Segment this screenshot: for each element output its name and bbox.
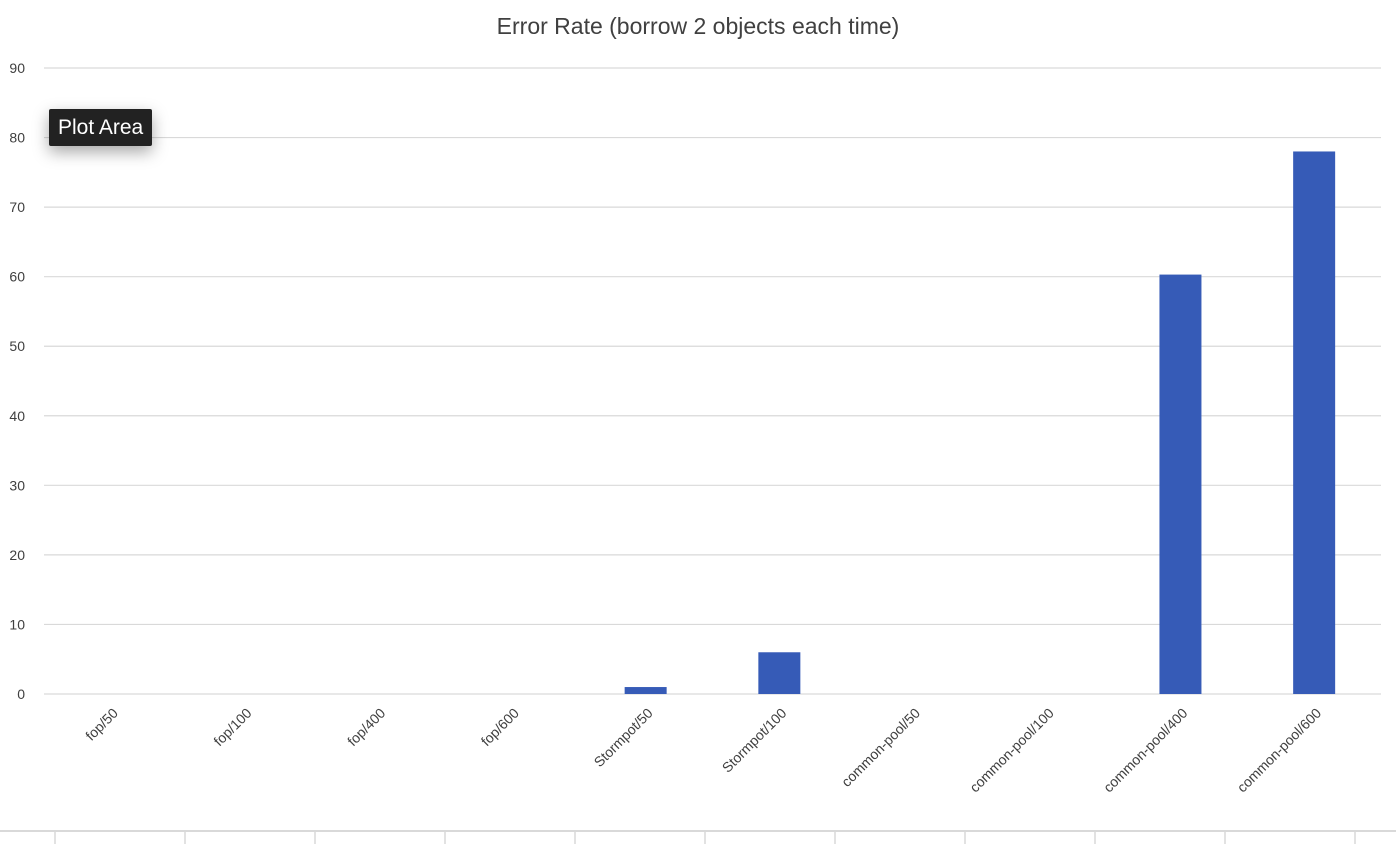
chart-title: Error Rate (borrow 2 objects each time) [497, 13, 900, 39]
y-tick-label: 50 [9, 338, 25, 354]
x-axis-labels: fop/50 fop/100 fop/400 fop/600 Stormpot/50 St… [82, 705, 1324, 796]
y-tick-label: 60 [9, 269, 25, 285]
x-tick-label: fop/400 [344, 705, 388, 749]
bar-common-pool-600[interactable] [1293, 151, 1336, 694]
x-tick-label: fop/100 [210, 705, 254, 749]
x-tick-label: Stormpot/100 [719, 705, 790, 776]
bar-stormpot-50[interactable] [624, 687, 667, 694]
x-tick-label: common-pool/600 [1234, 705, 1325, 796]
x-tick-label: common-pool/50 [838, 705, 923, 790]
y-tick-label: 30 [9, 477, 25, 493]
y-tick-label: 10 [9, 616, 25, 632]
y-tick-label: 20 [9, 547, 25, 563]
y-axis-ticks: 0 10 20 30 40 50 60 70 80 90 [9, 60, 25, 702]
y-tick-label: 90 [9, 60, 25, 76]
bars[interactable] [624, 151, 1336, 694]
y-tick-label: 0 [17, 686, 25, 702]
x-tick-label: common-pool/100 [966, 705, 1057, 796]
y-tick-label: 40 [9, 408, 25, 424]
y-tick-label: 70 [9, 199, 25, 215]
gridlines [44, 67, 1381, 695]
x-tick-label: fop/50 [82, 705, 121, 744]
bar-stormpot-100[interactable] [758, 652, 801, 694]
y-tick-label: 80 [9, 130, 25, 146]
x-tick-label: fop/600 [478, 705, 522, 749]
plot-area-tooltip: Plot Area [49, 109, 153, 146]
bar-common-pool-400[interactable] [1159, 274, 1202, 694]
x-tick-label: common-pool/400 [1100, 705, 1191, 796]
x-tick-label: Stormpot/50 [591, 705, 656, 770]
sheet-footer-ruler [0, 830, 1396, 844]
